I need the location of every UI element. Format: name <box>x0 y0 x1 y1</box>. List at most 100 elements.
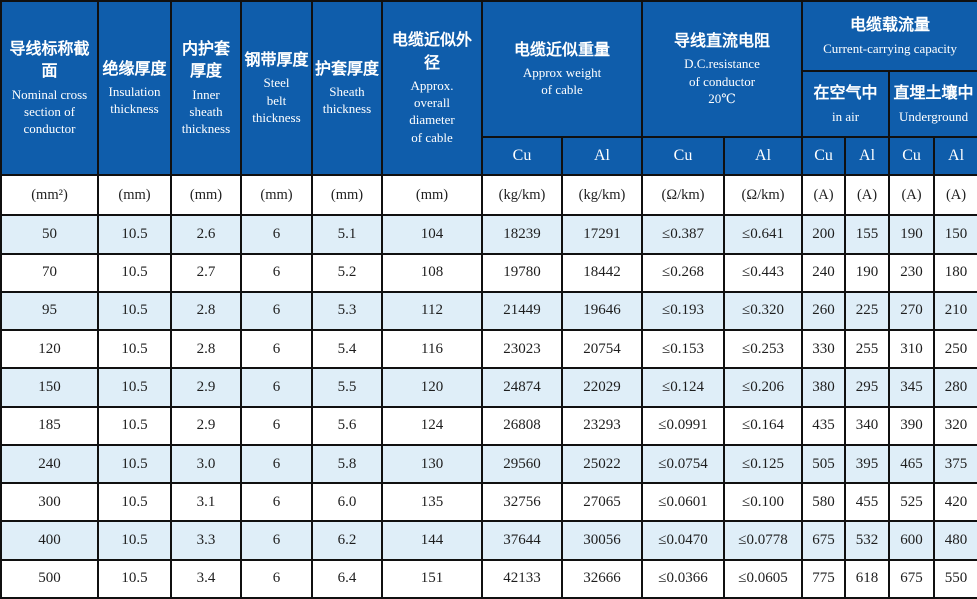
data-cell: 2.8 <box>170 329 242 370</box>
data-cell: 240 <box>0 443 99 485</box>
table-row: 185 10.5 2.9 6 5.6 124 26808 23293 ≤0.0991 ≤0.164… <box>0 405 977 446</box>
data-cell: 200 <box>801 214 847 255</box>
unit-cell: (mm) <box>240 173 313 217</box>
data-cell: 310 <box>888 329 936 370</box>
table-row: 150 10.5 2.9 6 5.5 120 24874 22029 ≤0.124 ≤0.206 3… <box>0 367 977 408</box>
data-cell: 155 <box>844 214 891 255</box>
col-header-steel-belt-thickness: 钢带厚度 Steel belt thickness <box>240 0 313 176</box>
data-cell: 600 <box>888 520 936 561</box>
data-cell: 775 <box>801 558 847 599</box>
table-row: 400 10.5 3.3 6 6.2 144 37644 30056 ≤0.0470 ≤0.077… <box>0 520 977 561</box>
data-cell: ≤0.387 <box>641 214 726 255</box>
data-cell: 505 <box>801 443 847 485</box>
data-cell: 32666 <box>560 558 644 599</box>
table-header: 导线标称截面 Nominal cross section of conducto… <box>0 0 977 176</box>
data-cell: 5.5 <box>311 367 383 408</box>
table-row: 95 10.5 2.8 6 5.3 112 21449 19646 ≤0.193 ≤0.320 26… <box>0 290 977 332</box>
data-cell: 21449 <box>481 290 563 332</box>
unit-cell: (A) <box>844 173 891 217</box>
data-cell: 5.6 <box>311 405 383 446</box>
data-cell: ≤0.125 <box>723 443 804 485</box>
data-cell: 5.1 <box>311 214 383 255</box>
col-header-overall-diameter: 电缆近似外径 Approx. overall diameter of cable <box>381 0 483 176</box>
table-row: 240 10.5 3.0 6 5.8 130 29560 25022 ≤0.0754 ≤0.125… <box>0 443 977 485</box>
data-cell: ≤0.193 <box>641 290 726 332</box>
data-cell: 27065 <box>560 482 644 523</box>
material-header-al: Al <box>933 136 977 176</box>
unit-cell: (kg/km) <box>560 173 644 217</box>
data-cell: 5.8 <box>311 443 383 485</box>
data-cell: 10.5 <box>97 367 172 408</box>
subgroup-header-en: in air <box>831 108 860 124</box>
unit-cell: (mm) <box>97 173 172 217</box>
unit-cell: (Ω/km) <box>641 173 726 217</box>
data-cell: 380 <box>801 367 847 408</box>
data-cell: 250 <box>933 329 977 370</box>
material-header-cu: Cu <box>888 136 936 176</box>
data-cell: 135 <box>381 482 483 523</box>
data-cell: 5.4 <box>311 329 383 370</box>
subgroup-header-in-air: 在空气中 in air <box>801 70 891 138</box>
data-cell: 375 <box>933 443 977 485</box>
data-cell: 6.0 <box>311 482 383 523</box>
data-cell: 50 <box>0 214 99 255</box>
data-cell: ≤0.0601 <box>641 482 726 523</box>
data-cell: 532 <box>844 520 891 561</box>
unit-cell: (mm) <box>381 173 483 217</box>
data-cell: ≤0.443 <box>723 252 804 293</box>
data-cell: 345 <box>888 367 936 408</box>
data-cell: 455 <box>844 482 891 523</box>
col-header-en: Nominal cross section of conductor <box>11 86 88 136</box>
table-row: 50 10.5 2.6 6 5.1 104 18239 17291 ≤0.387 ≤0.641 20… <box>0 214 977 255</box>
subgroup-header-zh: 直埋土壤中 <box>893 85 974 103</box>
data-cell: 5.2 <box>311 252 383 293</box>
group-header-en: Current-carrying capacity <box>823 40 957 56</box>
data-cell: ≤0.206 <box>723 367 804 408</box>
data-cell: 3.0 <box>170 443 242 485</box>
data-cell: 120 <box>0 329 99 370</box>
material-header-cu: Cu <box>641 136 726 176</box>
data-cell: 10.5 <box>97 443 172 485</box>
data-cell: 22029 <box>560 367 644 408</box>
unit-cell: (mm) <box>311 173 383 217</box>
data-cell: 500 <box>0 558 99 599</box>
col-header-en: Steel belt thickness <box>252 75 301 125</box>
data-cell: 17291 <box>560 214 644 255</box>
data-cell: 465 <box>888 443 936 485</box>
units-row: (mm²) (mm) (mm) (mm) (mm) (mm) (kg/km) (kg/km)(… <box>0 173 977 217</box>
data-cell: 5.3 <box>311 290 383 332</box>
group-header-dc-resistance: 导线直流电阻 D.C.resistance of conductor 20℃ <box>641 0 804 138</box>
data-cell: 10.5 <box>97 482 172 523</box>
table-row: 500 10.5 3.4 6 6.4 151 42133 32666 ≤0.0366 ≤0.060… <box>0 558 977 599</box>
data-cell: 10.5 <box>97 558 172 599</box>
data-cell: 435 <box>801 405 847 446</box>
data-cell: 2.7 <box>170 252 242 293</box>
data-cell: 185 <box>0 405 99 446</box>
data-cell: 480 <box>933 520 977 561</box>
header-row-groups: 导线标称截面 Nominal cross section of conducto… <box>0 0 977 176</box>
group-header-current-carrying-capacity: 电缆载流量 Current-carrying capacity <box>801 0 977 72</box>
group-header-zh: 电缆近似重量 <box>514 41 611 59</box>
data-cell: ≤0.0778 <box>723 520 804 561</box>
material-header-al: Al <box>844 136 891 176</box>
unit-cell: (Ω/km) <box>723 173 804 217</box>
subgroup-header-zh: 在空气中 <box>813 85 878 103</box>
material-header-al: Al <box>560 136 644 176</box>
data-cell: 124 <box>381 405 483 446</box>
data-cell: 3.3 <box>170 520 242 561</box>
data-cell: 3.4 <box>170 558 242 599</box>
data-cell: 6.2 <box>311 520 383 561</box>
data-cell: 23293 <box>560 405 644 446</box>
col-header-zh: 电缆近似外径 <box>391 32 472 72</box>
unit-cell: (kg/km) <box>481 173 563 217</box>
unit-cell: (mm) <box>170 173 242 217</box>
data-cell: 6 <box>240 405 313 446</box>
data-cell: 6 <box>240 367 313 408</box>
data-cell: 120 <box>381 367 483 408</box>
col-header-sheath-thickness: 护套厚度 Sheath thickness <box>311 0 383 176</box>
data-cell: 18239 <box>481 214 563 255</box>
data-cell: 6 <box>240 329 313 370</box>
data-cell: ≤0.268 <box>641 252 726 293</box>
data-cell: 10.5 <box>97 520 172 561</box>
